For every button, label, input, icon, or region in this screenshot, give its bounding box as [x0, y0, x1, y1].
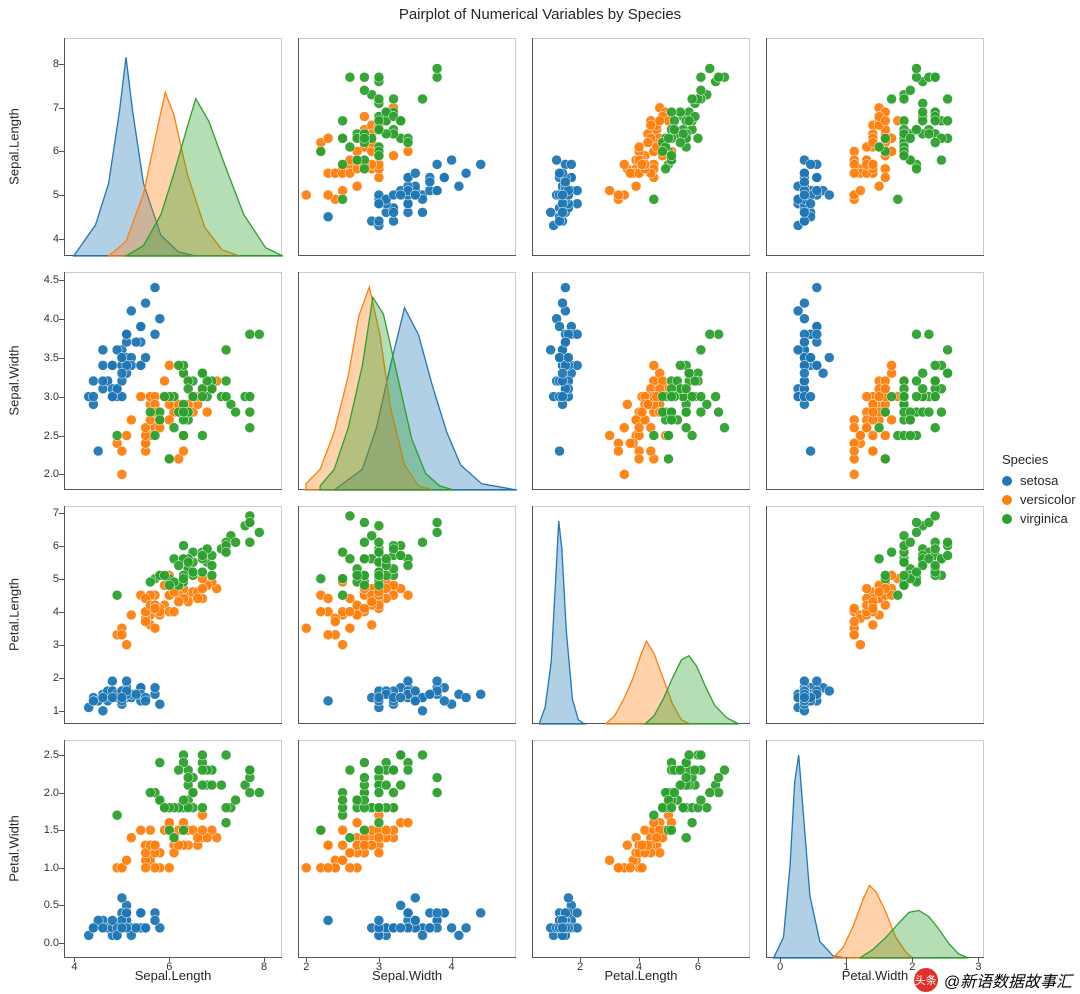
ytick: 0.5 [31, 899, 59, 911]
panel-0-3 [766, 38, 984, 256]
legend-item-virginica[interactable]: virginica [1002, 511, 1076, 526]
panel-3-1: 234 [298, 740, 516, 958]
ytick: 2.0 [31, 787, 59, 799]
ytick: 3 [31, 639, 59, 651]
ytick: 6 [31, 145, 59, 157]
ylabel-Petal.Length: Petal.Length [7, 515, 22, 715]
ylabel-Sepal.Width: Sepal.Width [7, 281, 22, 481]
xlabel-Petal.Length: Petal.Length [541, 968, 741, 983]
panel-1-3 [766, 272, 984, 490]
panel-3-2: 246 [532, 740, 750, 958]
ytick: 4 [31, 606, 59, 618]
panel-2-1 [298, 506, 516, 724]
legend-dot-icon [1002, 495, 1012, 505]
legend-dot-icon [1002, 476, 1012, 486]
ytick: 4.5 [31, 274, 59, 286]
ytick: 7 [31, 507, 59, 519]
ytick: 2.5 [31, 749, 59, 761]
panel-2-2 [532, 506, 750, 724]
legend-label: setosa [1020, 473, 1058, 488]
ytick: 5 [31, 573, 59, 585]
ytick: 2 [31, 672, 59, 684]
legend-label: virginica [1020, 511, 1068, 526]
ytick: 0.0 [31, 937, 59, 949]
legend: Species setosa versicolor virginica [1002, 452, 1076, 530]
panel-1-0: 2.02.53.03.54.04.5 [64, 272, 282, 490]
panel-0-2 [532, 38, 750, 256]
ytick: 1.5 [31, 824, 59, 836]
panel-0-0: 45678 [64, 38, 282, 256]
legend-item-versicolor[interactable]: versicolor [1002, 492, 1076, 507]
legend-dot-icon [1002, 514, 1012, 524]
panel-3-3: 0123 [766, 740, 984, 958]
ytick: 4.0 [31, 313, 59, 325]
panel-1-1 [298, 272, 516, 490]
legend-title: Species [1002, 452, 1076, 467]
ytick: 1 [31, 705, 59, 717]
legend-item-setosa[interactable]: setosa [1002, 473, 1076, 488]
panel-3-0: 0.00.51.01.52.02.5468 [64, 740, 282, 958]
ytick: 2.5 [31, 430, 59, 442]
ytick: 6 [31, 540, 59, 552]
panel-2-0: 1234567 [64, 506, 282, 724]
legend-label: versicolor [1020, 492, 1076, 507]
xlabel-Sepal.Length: Sepal.Length [73, 968, 273, 983]
ytick: 5 [31, 189, 59, 201]
ytick: 3.5 [31, 352, 59, 364]
xlabel-Petal.Width: Petal.Width [775, 968, 975, 983]
xlabel-Sepal.Width: Sepal.Width [307, 968, 507, 983]
panel-1-2 [532, 272, 750, 490]
ytick: 3.0 [31, 391, 59, 403]
ytick: 1.0 [31, 862, 59, 874]
ylabel-Petal.Width: Petal.Width [7, 749, 22, 949]
figure-title: Pairplot of Numerical Variables by Speci… [0, 6, 1080, 23]
ytick: 2.0 [31, 468, 59, 480]
panel-0-1 [298, 38, 516, 256]
panel-2-3 [766, 506, 984, 724]
ytick: 7 [31, 102, 59, 114]
ylabel-Sepal.Length: Sepal.Length [7, 47, 22, 247]
ytick: 8 [31, 58, 59, 70]
ytick: 4 [31, 233, 59, 245]
